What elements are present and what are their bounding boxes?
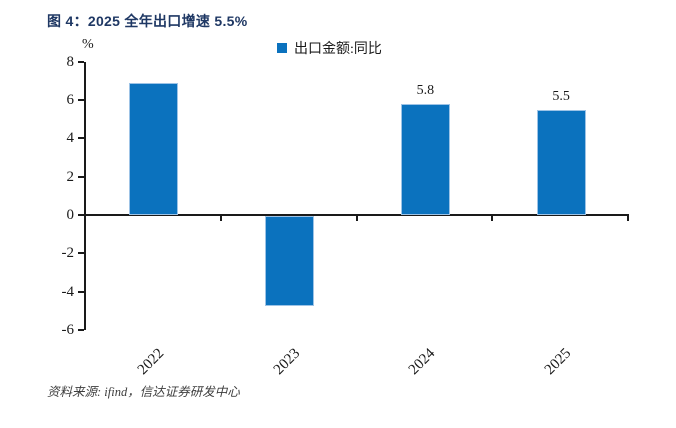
- legend-label: 出口金额:同比: [294, 42, 382, 57]
- x-axis-category-label: 2025: [541, 345, 575, 379]
- y-axis-tick: [78, 328, 84, 331]
- y-axis-tick: [78, 214, 84, 216]
- y-axis-tick-label: 8: [66, 53, 75, 70]
- bar-2024: [400, 103, 450, 215]
- y-axis-tick-label: 6: [66, 92, 75, 109]
- x-axis-category-label: 2024: [406, 345, 439, 379]
- source-note: 资料来源: ifind，信达证券研发中心: [47, 385, 240, 399]
- y-axis-tick-label: 4: [66, 130, 75, 147]
- y-axis-tick-label: -2: [61, 245, 75, 262]
- y-axis-tick-label: -6: [61, 321, 75, 338]
- x-axis-tick: [491, 216, 494, 221]
- x-axis-tick: [627, 216, 629, 221]
- x-axis-category-label: 2023: [270, 345, 303, 379]
- x-axis-line: [84, 214, 629, 216]
- y-axis-tick-label: 2: [66, 168, 75, 185]
- chart-title: 图 4：2025 全年出口增速 5.5%: [47, 13, 248, 29]
- y-axis-tick: [78, 252, 84, 255]
- y-axis-tick: [78, 99, 84, 102]
- x-axis-tick: [219, 216, 222, 221]
- y-axis-line: [84, 61, 86, 330]
- y-axis-unit-label: %: [82, 37, 94, 52]
- bar-value-label: 5.5: [552, 88, 570, 104]
- y-axis-tick: [78, 175, 84, 178]
- y-axis-tick-label: -4: [61, 283, 75, 300]
- x-axis-tick: [355, 216, 358, 221]
- bar-2025: [536, 109, 586, 215]
- bar-2023: [265, 216, 315, 306]
- legend: 出口金额:同比: [277, 38, 382, 58]
- y-axis-tick: [78, 290, 84, 293]
- y-axis-tick: [78, 60, 84, 63]
- bar-2022: [129, 82, 179, 215]
- legend-swatch-icon: [277, 43, 287, 53]
- y-axis-tick-label: 0: [66, 207, 75, 223]
- bar-value-label: 5.8: [416, 82, 435, 98]
- y-axis-tick: [78, 137, 84, 140]
